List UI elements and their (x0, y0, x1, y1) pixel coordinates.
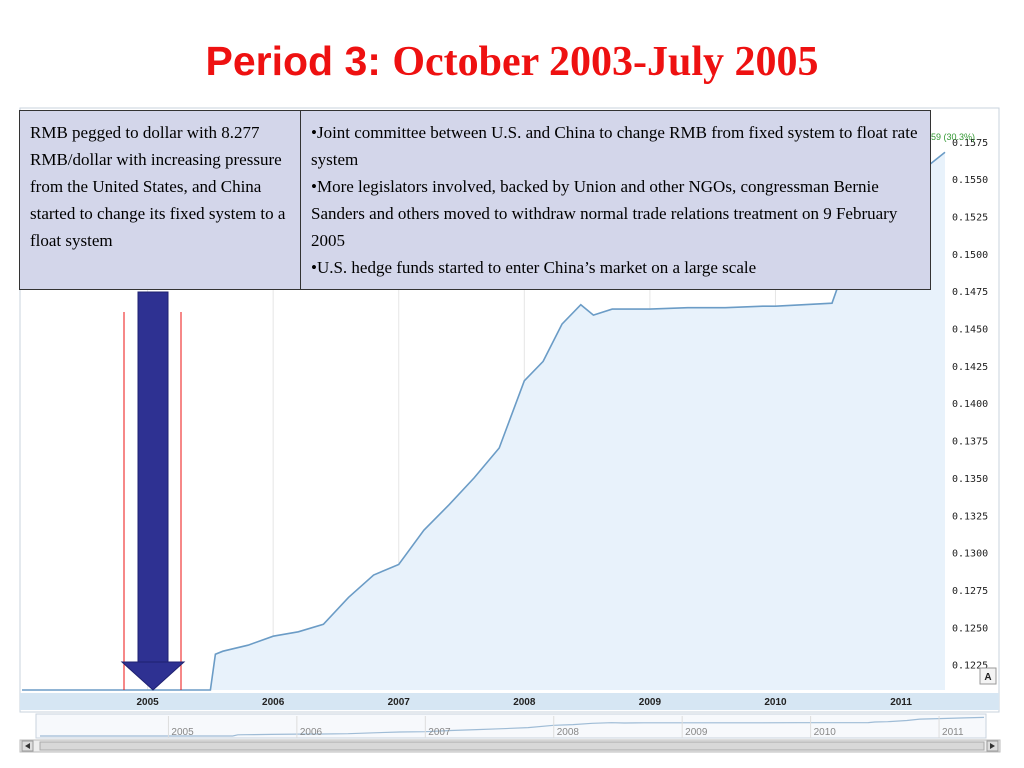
peg-description-cell: RMB pegged to dollar with 8.277 RMB/doll… (19, 110, 301, 290)
x-tick-label: 2007 (388, 697, 411, 708)
y-tick-label: 0.1350 (952, 474, 988, 485)
x-tick-label: 2009 (639, 697, 662, 708)
navigator-tick-label: 2010 (814, 727, 837, 738)
peg-description: RMB pegged to dollar with 8.277 RMB/doll… (30, 123, 286, 250)
x-tick-label: 2010 (764, 697, 787, 708)
event-item: •More legislators involved, backed by Un… (311, 177, 898, 250)
y-tick-label: 0.1225 (952, 661, 988, 672)
y-tick-label: 0.1325 (952, 511, 988, 522)
x-tick-label: 2005 (136, 697, 159, 708)
slide-title: Period 3: October 2003-July 2005 (0, 38, 1024, 86)
y-tick-label: 0.1400 (952, 399, 988, 410)
period-arrow-shaft (137, 291, 169, 663)
x-tick-label: 2006 (262, 697, 285, 708)
navigator-tick-label: 2008 (557, 727, 580, 738)
y-tick-label: 0.1525 (952, 213, 988, 224)
x-tick-label: 2008 (513, 697, 536, 708)
navigator-tick-label: 2006 (300, 727, 323, 738)
y-tick-label: 0.1425 (952, 362, 988, 373)
y-tick-label: 0.1575 (952, 138, 988, 149)
title-period: Period 3: (205, 38, 393, 84)
navigator-tick-label: 2005 (171, 727, 194, 738)
y-tick-label: 0.1500 (952, 250, 988, 261)
series-area (22, 152, 945, 691)
navigator-strip[interactable] (35, 713, 987, 739)
navigator-tick-label: 2007 (428, 727, 451, 738)
events-cell: •Joint committee between U.S. and China … (300, 110, 931, 290)
zoom-button-label: A (984, 672, 991, 683)
period-info-table: RMB pegged to dollar with 8.277 RMB/doll… (19, 110, 931, 290)
x-tick-label: 2011 (890, 697, 912, 708)
zoom-button[interactable] (979, 667, 997, 685)
scrollbar-thumb[interactable] (39, 741, 985, 751)
arrow-down-icon (120, 661, 186, 691)
x-axis-band (20, 693, 999, 710)
y-tick-label: 0.1550 (952, 175, 988, 186)
title-range: October 2003-July 2005 (392, 39, 819, 85)
y-tick-label: 0.1450 (952, 325, 988, 336)
y-tick-label: 0.1250 (952, 623, 988, 634)
y-tick-label: 0.1375 (952, 437, 988, 448)
navigator-tick-label: 2009 (685, 727, 708, 738)
chevron-right-icon (990, 743, 995, 749)
event-item: •U.S. hedge funds started to enter China… (311, 258, 757, 277)
navigator-line (40, 716, 985, 737)
change-label: 59 (30.3%) (931, 132, 975, 142)
event-item: •Joint committee between U.S. and China … (311, 123, 918, 169)
y-tick-label: 0.1275 (952, 586, 988, 597)
y-tick-label: 0.1475 (952, 287, 988, 298)
navigator-tick-label: 2011 (942, 727, 964, 738)
chevron-left-icon (25, 743, 30, 749)
y-tick-label: 0.1300 (952, 549, 988, 560)
